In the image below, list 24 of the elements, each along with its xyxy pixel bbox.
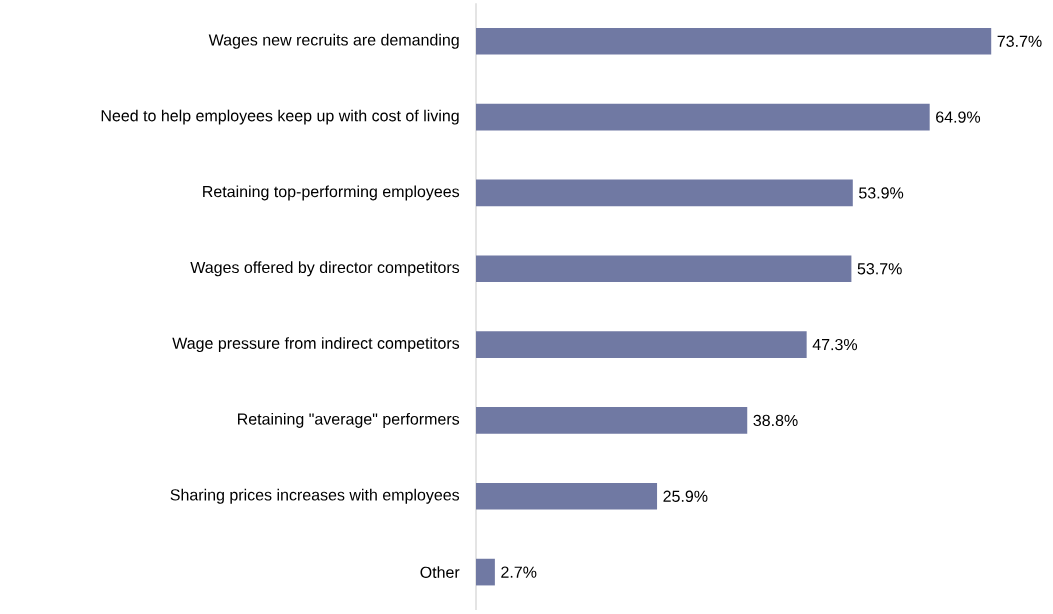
data-label: 25.9%	[663, 490, 708, 502]
bar	[476, 103, 930, 131]
data-label: 53.9%	[859, 187, 904, 199]
data-label: 64.9%	[936, 111, 981, 123]
y-tick-label: Wages offered by director competitors	[190, 261, 460, 277]
bar	[476, 558, 495, 586]
y-tick-label: Need to help employees keep up with cost of living	[101, 109, 459, 125]
bar	[476, 255, 852, 283]
bar	[476, 331, 807, 358]
bar	[476, 179, 853, 207]
bar	[476, 27, 992, 55]
data-label: 73.7%	[997, 35, 1042, 47]
data-label: 2.7%	[501, 566, 537, 578]
y-tick-label: Retaining top-performing employees	[203, 185, 460, 201]
bar	[476, 482, 658, 510]
data-label: 38.8%	[753, 414, 798, 427]
y-tick-label: Wages new recruits are demanding	[208, 33, 459, 49]
y-tick-label: Wage pressure from indirect competitors	[172, 337, 460, 353]
bar	[476, 407, 748, 434]
data-label: 47.3%	[812, 338, 858, 351]
y-tick-label: Other	[420, 566, 460, 578]
data-label: 53.7%	[857, 263, 902, 275]
y-tick-label: Sharing prices increases with employees	[170, 488, 460, 504]
y-tick-label: Retaining "average" performers	[238, 412, 460, 428]
